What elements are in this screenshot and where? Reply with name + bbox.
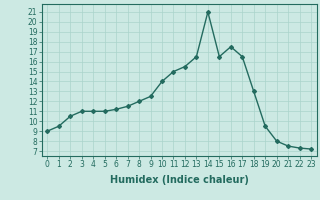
X-axis label: Humidex (Indice chaleur): Humidex (Indice chaleur) (110, 175, 249, 185)
